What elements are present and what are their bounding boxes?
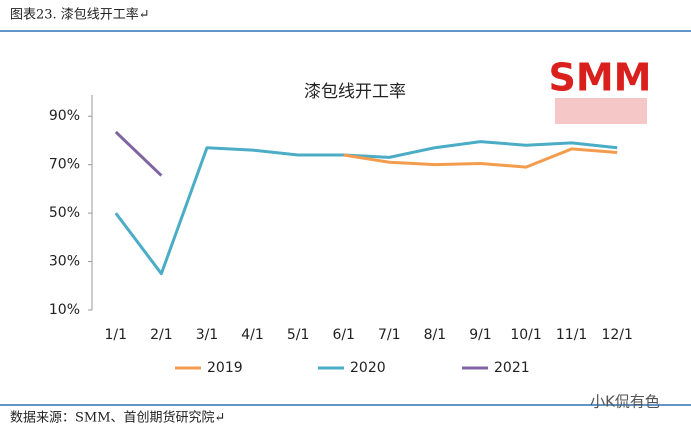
x-tick-label: 9/1 — [469, 327, 492, 343]
series-line — [343, 147, 618, 169]
x-tick-label: 8/1 — [424, 327, 447, 343]
legend-label: 2020 — [350, 360, 386, 376]
x-tick-label: 11/1 — [556, 327, 587, 343]
series-line — [114, 130, 163, 177]
logo-reflection — [555, 98, 647, 124]
y-tick-label: 90% — [49, 108, 80, 124]
chart-title: 漆包线开工率 — [304, 82, 406, 102]
footer-source: 数据来源：SMM、首创期货研究院↵ — [10, 410, 225, 426]
x-tick-label: 2/1 — [150, 327, 173, 343]
x-tick-label: 3/1 — [196, 327, 219, 343]
y-tick-label: 70% — [49, 157, 80, 173]
x-tick-label: 1/1 — [105, 327, 128, 343]
watermark: 小K侃有色 — [590, 393, 660, 411]
x-tick-label: 10/1 — [510, 327, 541, 343]
x-tick-label: 12/1 — [601, 327, 632, 343]
header-title: 图表23. 漆包线开工率↵ — [10, 7, 150, 23]
x-tick-label: 6/1 — [332, 327, 355, 343]
logo: SMM — [549, 56, 652, 100]
x-tick-label: 4/1 — [241, 327, 264, 343]
y-tick-label: 30% — [49, 254, 80, 270]
y-tick-label: 50% — [49, 205, 80, 221]
x-tick-label: 7/1 — [378, 327, 401, 343]
series-line — [114, 140, 618, 276]
x-tick-label: 5/1 — [287, 327, 310, 343]
y-tick-label: 10% — [49, 302, 80, 318]
legend-label: 2019 — [207, 360, 243, 376]
legend-label: 2021 — [494, 360, 530, 376]
